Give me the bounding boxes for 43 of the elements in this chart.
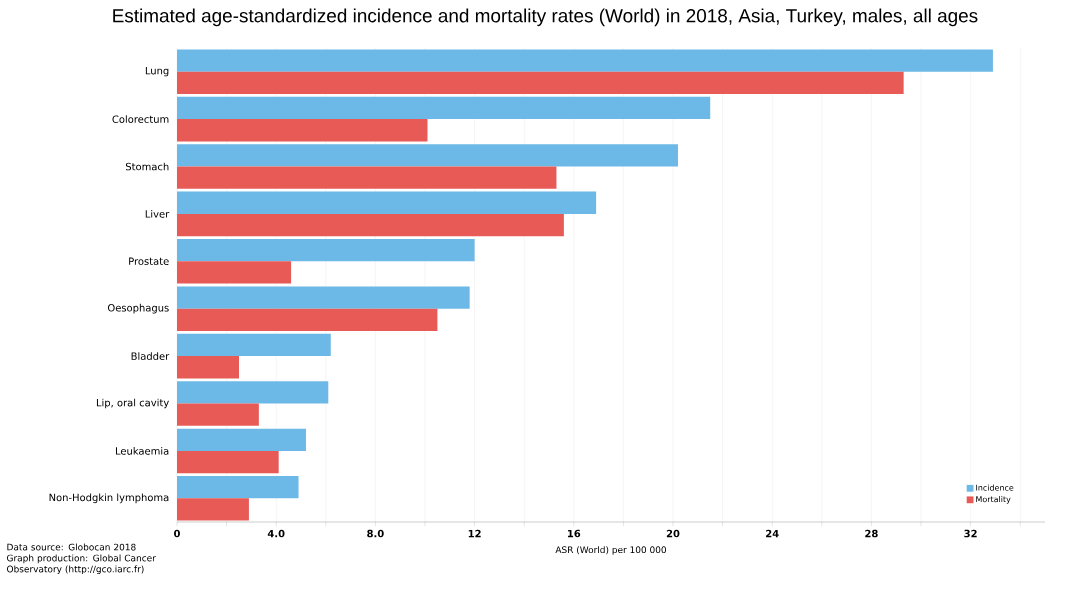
y-tick-label: Lip, oral cavity bbox=[96, 398, 169, 409]
bar bbox=[177, 428, 306, 451]
bar bbox=[177, 166, 557, 189]
y-tick-label: Bladder bbox=[131, 352, 170, 360]
y-tick-label: Non-Hodgkin lymphoma bbox=[49, 493, 169, 504]
bar bbox=[177, 286, 470, 309]
y-tick-label: Lung bbox=[145, 67, 169, 77]
y-tick-label: Prostate bbox=[129, 257, 169, 265]
bar bbox=[177, 476, 299, 499]
bar bbox=[177, 144, 678, 167]
x-tick-label: 4.0 bbox=[267, 529, 285, 538]
x-tick-label: 12 bbox=[468, 529, 481, 538]
bar bbox=[177, 333, 331, 357]
y-tick-label: Oesophagus bbox=[107, 303, 169, 314]
bar bbox=[177, 498, 249, 521]
bar bbox=[177, 381, 329, 404]
x-tick-label: 16 bbox=[568, 529, 581, 538]
y-tick-label: Leukaemia bbox=[115, 447, 169, 455]
bar bbox=[177, 239, 475, 262]
bar bbox=[177, 71, 904, 94]
text: Graph production: Global Cancer Observatory (http://gco.iarc.fr) bbox=[7, 554, 156, 575]
bar bbox=[177, 49, 993, 72]
y-tick-label: Colorectum bbox=[112, 115, 169, 123]
bar bbox=[177, 191, 597, 214]
x-axis-title: ASR (World) per 100 000 bbox=[555, 546, 667, 555]
bar bbox=[177, 261, 292, 284]
y-tick-label: Stomach bbox=[125, 162, 169, 171]
bar bbox=[177, 119, 428, 142]
bar bbox=[177, 96, 711, 120]
x-tick-label: 28 bbox=[865, 529, 878, 538]
x-tick-label: 32 bbox=[964, 529, 977, 538]
bar bbox=[177, 308, 438, 331]
x-tick-label: 0 bbox=[174, 529, 180, 538]
bar bbox=[177, 450, 279, 474]
source-note: Data source: Globocan 2018 bbox=[7, 543, 136, 551]
x-tick-label: 8.0 bbox=[367, 529, 384, 538]
bar bbox=[177, 403, 259, 426]
x-tick-label: 20 bbox=[666, 529, 680, 538]
y-tick-label: Liver bbox=[145, 210, 170, 218]
x-tick-label: 24 bbox=[766, 529, 779, 538]
bar bbox=[177, 356, 239, 379]
bar bbox=[177, 213, 564, 237]
chart-title: Estimated age-standardized incidence and mortality rates (World) in 2018, Asia, Turkey, males, all ages bbox=[113, 8, 978, 27]
